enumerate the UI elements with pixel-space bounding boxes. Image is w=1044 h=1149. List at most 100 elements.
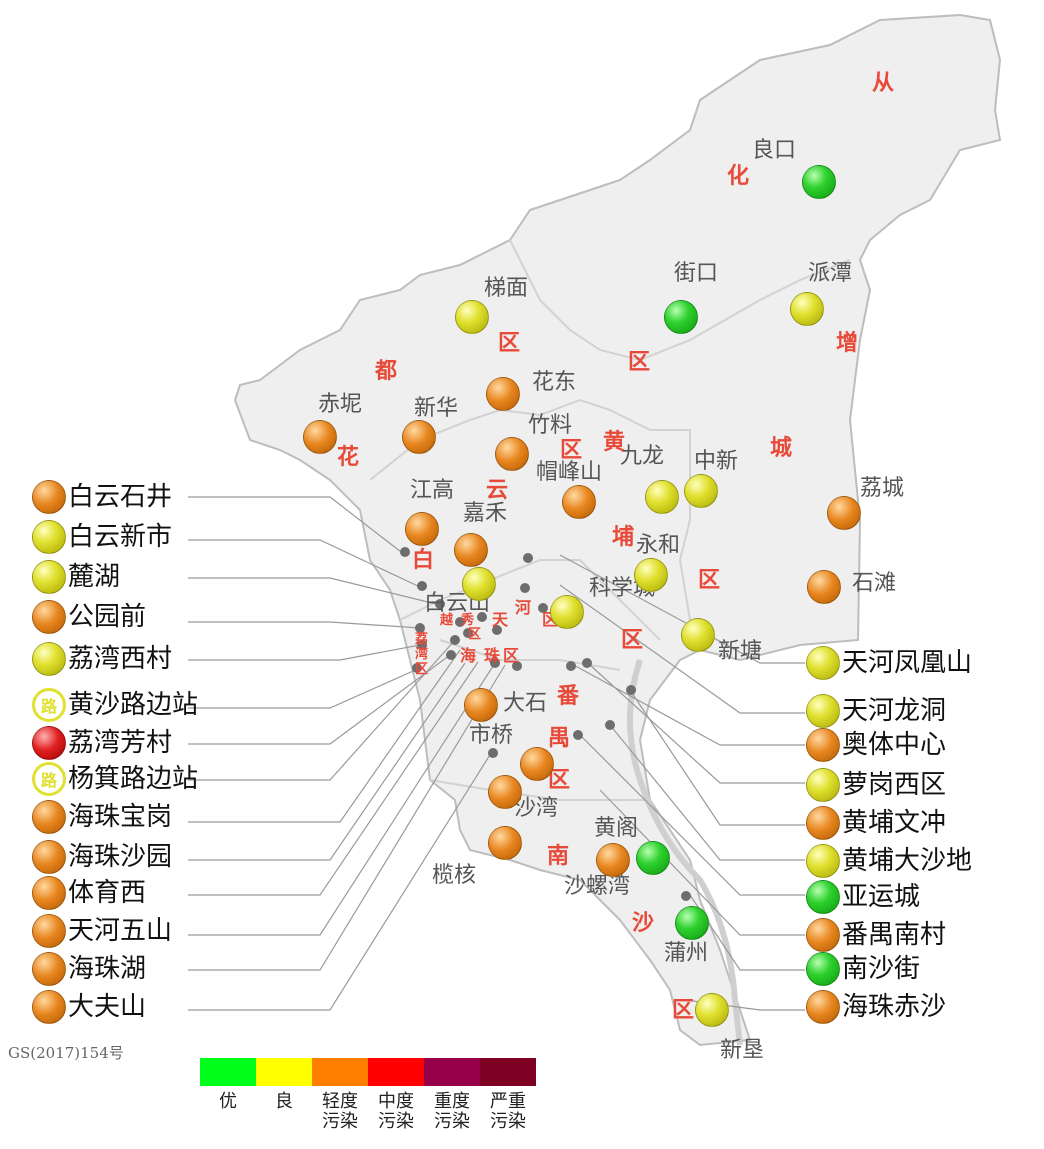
district-label: 云 bbox=[486, 478, 509, 503]
map-station-marker[interactable] bbox=[303, 420, 337, 454]
station-level-icon bbox=[32, 726, 66, 760]
station-legend-item: 白云石井 bbox=[32, 480, 172, 514]
roadside-station-icon: 路 bbox=[32, 688, 66, 722]
map-station-marker[interactable] bbox=[675, 906, 709, 940]
scale-swatch: 严重 污染 bbox=[480, 1058, 536, 1132]
station-level-icon bbox=[32, 560, 66, 594]
place-label: 街口 bbox=[674, 261, 719, 286]
place-label: 新塘 bbox=[718, 639, 763, 664]
map-station-marker[interactable] bbox=[681, 618, 715, 652]
station-points bbox=[400, 547, 691, 901]
station-name: 南沙街 bbox=[842, 954, 921, 984]
map-station-marker[interactable] bbox=[636, 841, 670, 875]
station-level-icon bbox=[806, 806, 840, 840]
district-label: 区 bbox=[415, 662, 429, 677]
station-name: 海珠沙园 bbox=[68, 842, 173, 872]
district-label: 区 bbox=[548, 768, 571, 793]
station-legend-item: 海珠赤沙 bbox=[806, 990, 946, 1024]
map-station-marker[interactable] bbox=[488, 775, 522, 809]
district-label: 区 bbox=[498, 331, 521, 356]
station-legend-item: 萝岗西区 bbox=[806, 768, 946, 802]
map-station-marker[interactable] bbox=[695, 993, 729, 1027]
district-label: 区 bbox=[621, 628, 644, 653]
station-name: 天河凤凰山 bbox=[842, 648, 973, 678]
station-legend-item: 路黄沙路边站 bbox=[32, 688, 198, 722]
district-label: 城 bbox=[770, 436, 793, 461]
scale-swatch: 重度 污染 bbox=[424, 1058, 480, 1132]
district-label: 珠 bbox=[484, 646, 501, 665]
station-legend-item: 大夫山 bbox=[32, 990, 146, 1024]
scale-swatch: 轻度 污染 bbox=[312, 1058, 368, 1132]
station-name: 番禺南村 bbox=[842, 920, 947, 950]
place-label: 石滩 bbox=[852, 571, 897, 596]
station-name: 杨箕路边站 bbox=[68, 764, 199, 794]
station-legend-item: 荔湾西村 bbox=[32, 642, 172, 676]
station-name: 体育西 bbox=[68, 878, 147, 908]
station-level-icon bbox=[32, 520, 66, 554]
map-station-marker[interactable] bbox=[495, 437, 529, 471]
place-label: 沙螺湾 bbox=[564, 874, 631, 899]
map-station-marker[interactable] bbox=[790, 292, 824, 326]
district-label: 从 bbox=[872, 71, 895, 96]
district-label: 区 bbox=[503, 646, 520, 665]
place-label: 良口 bbox=[752, 138, 797, 163]
district-label: 增 bbox=[836, 331, 859, 356]
station-name: 黄埔文冲 bbox=[842, 808, 947, 838]
district-label: 天 bbox=[492, 610, 509, 629]
place-label: 帽峰山 bbox=[536, 460, 603, 485]
station-name: 奥体中心 bbox=[842, 730, 947, 760]
station-name: 麓湖 bbox=[68, 562, 121, 592]
map-station-marker[interactable] bbox=[402, 420, 436, 454]
scale-swatch: 良 bbox=[256, 1058, 312, 1132]
station-name: 荔湾西村 bbox=[68, 644, 173, 674]
place-label: 新华 bbox=[414, 396, 459, 421]
place-label: 派潭 bbox=[808, 261, 853, 286]
station-name: 海珠赤沙 bbox=[842, 992, 947, 1022]
map-station-marker[interactable] bbox=[455, 300, 489, 334]
map-station-marker[interactable] bbox=[807, 570, 841, 604]
place-label: 市桥 bbox=[469, 723, 514, 748]
map-station-marker[interactable] bbox=[486, 377, 520, 411]
district-label: 海 bbox=[460, 646, 477, 665]
station-level-icon bbox=[32, 480, 66, 514]
scale-label: 良 bbox=[275, 1091, 293, 1112]
map-station-marker[interactable] bbox=[827, 496, 861, 530]
station-legend-item: 天河龙洞 bbox=[806, 694, 946, 728]
city-boundary bbox=[233, 13, 1002, 1047]
place-label: 嘉禾 bbox=[463, 501, 508, 526]
station-name: 大夫山 bbox=[68, 992, 147, 1022]
map-station-marker[interactable] bbox=[684, 474, 718, 508]
map-station-marker[interactable] bbox=[464, 688, 498, 722]
map-station-marker[interactable] bbox=[634, 558, 668, 592]
map-station-marker[interactable] bbox=[664, 300, 698, 334]
district-label: 黄 bbox=[603, 430, 626, 455]
station-name: 天河五山 bbox=[68, 916, 173, 946]
district-label: 都 bbox=[375, 359, 398, 384]
river bbox=[627, 659, 743, 1046]
scale-color bbox=[256, 1058, 312, 1086]
map-station-marker[interactable] bbox=[596, 843, 630, 877]
scale-color bbox=[200, 1058, 256, 1086]
station-name: 荔湾芳村 bbox=[68, 728, 173, 758]
district-label: 化 bbox=[727, 164, 750, 189]
district-label: 秀 bbox=[461, 613, 475, 628]
district-label: 南 bbox=[547, 844, 570, 869]
place-label: 江高 bbox=[410, 478, 455, 503]
map-station-marker[interactable] bbox=[645, 480, 679, 514]
map-station-marker[interactable] bbox=[550, 595, 584, 629]
station-level-icon bbox=[32, 990, 66, 1024]
scale-label: 轻度 污染 bbox=[322, 1091, 358, 1132]
station-name: 公园前 bbox=[68, 602, 147, 632]
map-station-marker[interactable] bbox=[462, 567, 496, 601]
map-station-marker[interactable] bbox=[520, 747, 554, 781]
map-approval-code: GS(2017)154号 bbox=[8, 1044, 124, 1062]
map-station-marker[interactable] bbox=[454, 533, 488, 567]
map-station-marker[interactable] bbox=[405, 512, 439, 546]
scale-color bbox=[368, 1058, 424, 1086]
district-label: 荔 bbox=[415, 632, 429, 647]
map-station-marker[interactable] bbox=[488, 826, 522, 860]
station-level-icon bbox=[806, 990, 840, 1024]
map-station-marker[interactable] bbox=[802, 165, 836, 199]
map-station-marker[interactable] bbox=[562, 485, 596, 519]
